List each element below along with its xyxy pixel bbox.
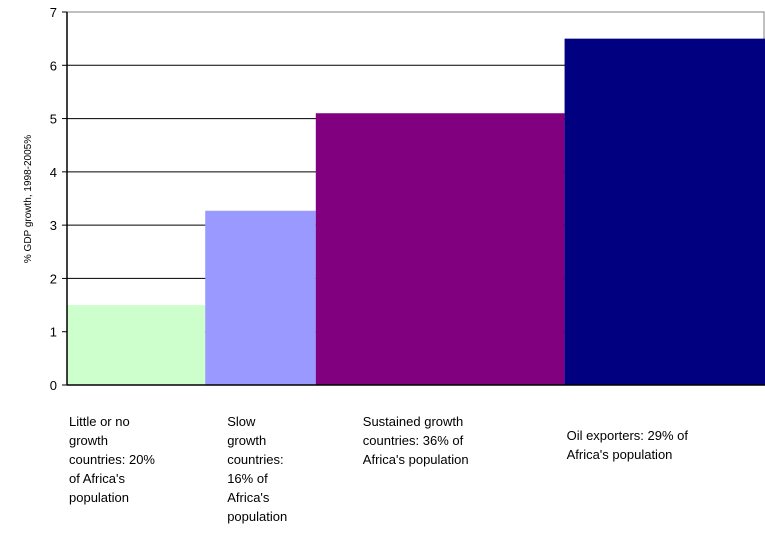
y-tick-label: 2 — [50, 271, 57, 286]
bar — [205, 210, 316, 385]
y-tick-label: 6 — [50, 58, 57, 73]
y-tick-label: 0 — [50, 378, 57, 393]
bar — [67, 305, 206, 385]
bars — [67, 38, 765, 386]
x-category-label: Oil exporters: 29% of Africa's population — [566, 428, 688, 462]
bar — [564, 38, 765, 386]
y-tick-label: 4 — [50, 165, 57, 180]
bar — [315, 113, 565, 385]
y-tick-label: 3 — [50, 218, 57, 233]
y-axis-label: % GDP growth, 1998-2005% — [23, 135, 34, 263]
y-tick-labels: 0 1 2 3 4 5 6 7 — [50, 5, 57, 393]
x-category-label: Sustained growth countries: 36% of Africa'… — [362, 414, 469, 467]
y-tick-label: 7 — [50, 5, 57, 20]
axes — [62, 11, 765, 386]
y-tick-label: 5 — [50, 112, 57, 127]
y-tick-label: 1 — [50, 325, 57, 340]
x-category-label: Little or no growth countries: 20% of Afric… — [69, 414, 155, 505]
x-category-label: Slow growth countries: 16% of Africa's popula… — [227, 414, 288, 524]
